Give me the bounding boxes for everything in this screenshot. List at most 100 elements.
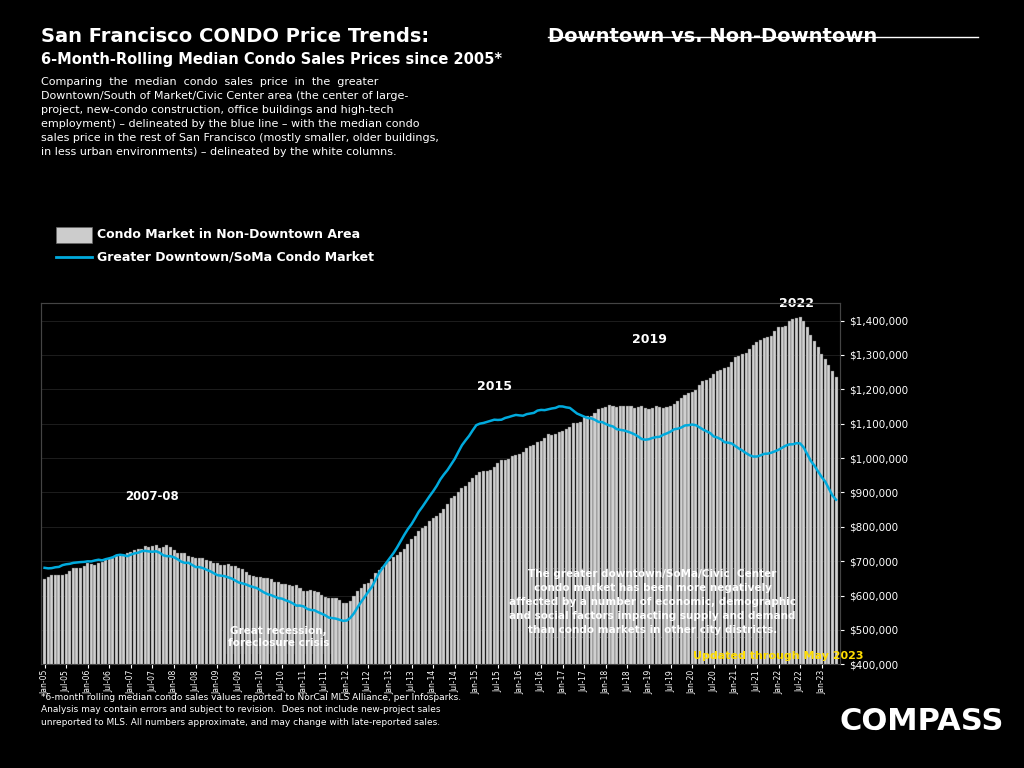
Bar <box>97 564 100 768</box>
Bar <box>262 578 265 768</box>
Bar <box>471 478 474 768</box>
Bar <box>654 406 657 768</box>
Bar <box>454 495 457 768</box>
Bar <box>507 459 510 768</box>
Bar <box>169 547 172 768</box>
Bar <box>594 413 597 768</box>
Bar <box>806 327 809 768</box>
Bar <box>630 406 633 768</box>
Bar <box>482 471 485 768</box>
Bar <box>521 452 524 768</box>
Bar <box>770 336 773 768</box>
Bar <box>763 338 766 768</box>
Bar <box>133 550 136 768</box>
Bar <box>140 548 143 768</box>
Bar <box>352 596 355 768</box>
Bar <box>295 585 298 768</box>
Bar <box>608 406 611 768</box>
Bar <box>349 601 352 768</box>
Bar <box>669 406 672 768</box>
Bar <box>623 406 626 768</box>
Bar <box>259 577 262 768</box>
Bar <box>720 369 723 768</box>
Bar <box>442 509 445 768</box>
Bar <box>723 368 726 768</box>
Bar <box>183 553 186 768</box>
Bar <box>784 326 787 768</box>
Bar <box>662 408 665 768</box>
Bar <box>276 582 280 768</box>
Text: Updated through May 2023: Updated through May 2023 <box>693 651 864 661</box>
Text: 2007-08: 2007-08 <box>126 490 179 503</box>
Bar <box>572 423 574 768</box>
Bar <box>716 372 719 768</box>
Bar <box>356 591 359 768</box>
Bar <box>475 475 478 768</box>
FancyBboxPatch shape <box>534 568 768 637</box>
Bar <box>155 545 158 768</box>
Bar <box>799 317 802 768</box>
Bar <box>485 472 488 768</box>
Bar <box>407 544 410 768</box>
Bar <box>557 432 560 768</box>
Bar <box>205 560 208 768</box>
Bar <box>50 574 53 768</box>
Bar <box>568 426 571 768</box>
Bar <box>813 341 816 768</box>
Bar <box>575 423 579 768</box>
Bar <box>497 463 500 768</box>
Bar <box>787 321 791 768</box>
Bar <box>328 598 331 768</box>
Bar <box>367 583 370 768</box>
Text: Condo Market in Non-Downtown Area: Condo Market in Non-Downtown Area <box>97 228 360 240</box>
Bar <box>823 359 826 768</box>
Bar <box>489 469 493 768</box>
Bar <box>744 353 748 768</box>
Bar <box>198 558 201 768</box>
Bar <box>209 561 212 768</box>
Bar <box>468 482 471 768</box>
Bar <box>439 513 441 768</box>
Bar <box>238 568 241 768</box>
Bar <box>223 565 226 768</box>
Bar <box>792 319 795 768</box>
Bar <box>780 327 783 768</box>
Bar <box>514 455 517 768</box>
Bar <box>666 407 669 768</box>
Bar <box>697 386 700 768</box>
Bar <box>345 603 348 768</box>
Bar <box>79 568 82 768</box>
Bar <box>680 398 683 768</box>
Bar <box>417 531 420 768</box>
Bar <box>195 558 198 768</box>
Bar <box>633 408 636 768</box>
Bar <box>100 562 103 768</box>
Bar <box>245 572 248 768</box>
Bar <box>431 518 434 768</box>
Bar <box>536 442 539 768</box>
Bar <box>446 504 450 768</box>
Bar <box>777 327 780 768</box>
Bar <box>518 454 521 768</box>
Bar <box>266 578 269 768</box>
Bar <box>392 557 395 768</box>
Bar <box>309 590 312 768</box>
Bar <box>424 526 427 768</box>
Bar <box>324 598 327 768</box>
Text: Downtown vs. Non-Downtown: Downtown vs. Non-Downtown <box>548 27 878 46</box>
Bar <box>316 592 319 768</box>
Bar <box>165 545 168 768</box>
Bar <box>511 456 514 768</box>
Bar <box>83 566 86 768</box>
Bar <box>187 555 190 768</box>
Bar <box>435 516 438 768</box>
Bar <box>151 545 154 768</box>
Bar <box>402 549 406 768</box>
Text: 2022: 2022 <box>779 297 814 310</box>
Bar <box>65 574 68 768</box>
Text: The greater downtown/SoMa/Civic  Center
condo market has been more negatively
af: The greater downtown/SoMa/Civic Center c… <box>509 569 796 635</box>
Bar <box>306 591 308 768</box>
Bar <box>136 549 139 768</box>
Bar <box>342 603 345 768</box>
Bar <box>126 554 129 768</box>
